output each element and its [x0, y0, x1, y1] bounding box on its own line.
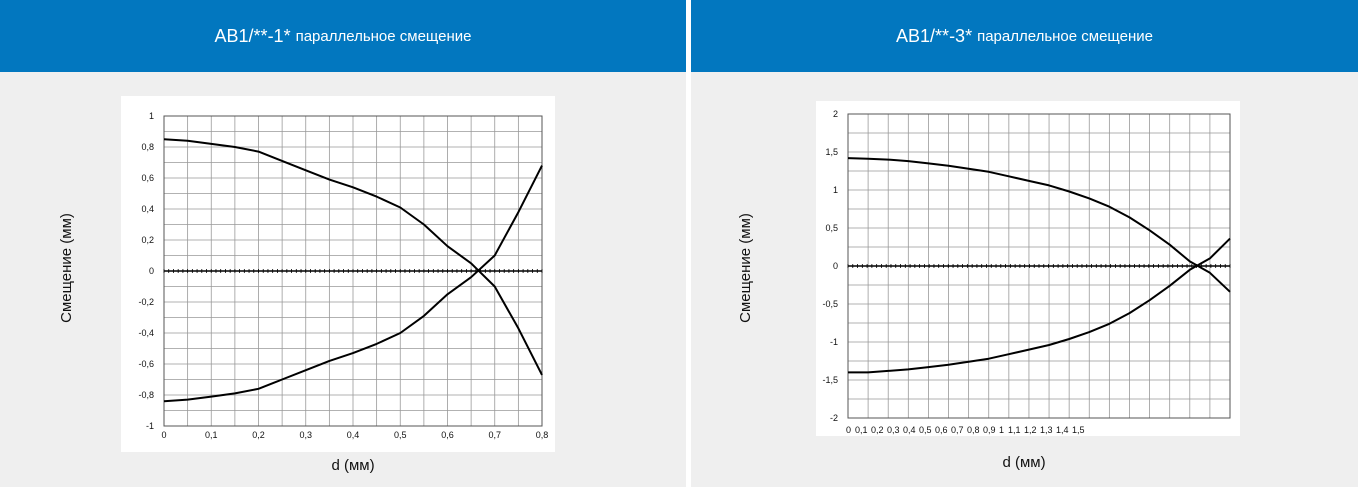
y-tick-label: -2 [830, 413, 838, 423]
x-tick-label: 0,7 [951, 425, 964, 435]
y-tick-label: -1 [830, 337, 838, 347]
chart-header-1: AB1/**-1* параллельное смещение [0, 0, 686, 72]
x-tick-label: 1,1 [1008, 425, 1021, 435]
y-tick-label: -0,2 [138, 297, 154, 307]
x-tick-label: 0,5 [919, 425, 932, 435]
y-tick-label: 0,6 [141, 173, 154, 183]
x-tick-label: 0 [161, 430, 166, 440]
y-tick-label: -0,6 [138, 359, 154, 369]
y-tick-label: -0,5 [822, 299, 838, 309]
y-tick-label: -0,8 [138, 390, 154, 400]
x-tick-label: 1,3 [1040, 425, 1053, 435]
x-axis-title: d (мм) [331, 457, 374, 474]
y-tick-label: -1 [146, 421, 154, 431]
chart-subtitle-2: параллельное смещение [977, 27, 1153, 45]
x-tick-label: 0,3 [299, 430, 312, 440]
plot-area [816, 101, 1240, 436]
x-tick-label: 0,2 [871, 425, 884, 435]
series-line-1 [847, 157, 1231, 293]
chart-title-2: AB1/**-3* [896, 25, 973, 46]
y-tick-label: 1 [149, 111, 154, 121]
y-axis-title: Смещение (мм) [737, 213, 754, 323]
x-tick-label: 0,5 [394, 430, 407, 440]
y-tick-label: 0 [833, 261, 838, 271]
x-tick-label: 0,4 [347, 430, 360, 440]
x-tick-label: 0,9 [983, 425, 996, 435]
y-tick-label: 1 [833, 185, 838, 195]
y-tick-label: -1,5 [822, 375, 838, 385]
y-tick-label: 0,8 [141, 142, 154, 152]
x-tick-label: 1,5 [1072, 425, 1085, 435]
x-axis-title: d (мм) [1002, 454, 1045, 471]
line-chart-1: 1 0,8 0,6 0,4 0,2 0 -0,2 -0,4 -0,6 -0,8 -1 0 0,1 0,2 0… [58, 96, 555, 474]
series-line-2 [163, 165, 543, 403]
x-tick-label: 0,6 [935, 425, 948, 435]
y-tick-label: 0 [149, 266, 154, 276]
x-tick-label: 1 [999, 425, 1004, 435]
x-tick-label: 0,2 [252, 430, 265, 440]
x-tick-label: 0,4 [903, 425, 916, 435]
x-tick-label: 0,8 [967, 425, 980, 435]
series-line-2 [848, 237, 1231, 374]
chart-header-2: AB1/**-3* параллельное смещение [691, 0, 1358, 72]
x-tick-label: 0,7 [488, 430, 501, 440]
y-tick-label: 0,5 [825, 223, 838, 233]
plot-area [121, 96, 555, 452]
x-tick-label: 0,6 [441, 430, 454, 440]
x-tick-label: 0,3 [887, 425, 900, 435]
chart-subtitle-1: параллельное смещение [295, 27, 472, 45]
chart-panel-1: AB1/**-1* параллельное смещение 1 0,8 0,6 0… [0, 0, 686, 487]
chart-panel-2: AB1/**-3* параллельное смещение 2 1,5 1 0,5… [691, 0, 1358, 487]
x-tick-label: 0,8 [536, 430, 549, 440]
y-tick-label: -0,4 [138, 328, 154, 338]
y-tick-label: 1,5 [825, 147, 838, 157]
y-axis-title: Смещение (мм) [58, 213, 75, 323]
x-tick-label: 1,4 [1056, 425, 1069, 435]
y-tick-label: 0,4 [141, 204, 154, 214]
x-tick-label: 0,1 [205, 430, 218, 440]
x-tick-label: 0 [846, 425, 851, 435]
y-tick-label: 2 [833, 109, 838, 119]
y-tick-label: 0,2 [141, 235, 154, 245]
line-chart-2: 21,510,50-0,5-1-1,5-20 0,1 0,2 0,3 0,4 0,5 0,6… [737, 101, 1240, 471]
x-tick-label: 0,1 [855, 425, 868, 435]
x-tick-label: 1,2 [1024, 425, 1037, 435]
chart-title-1: AB1/**-1* [214, 25, 291, 46]
